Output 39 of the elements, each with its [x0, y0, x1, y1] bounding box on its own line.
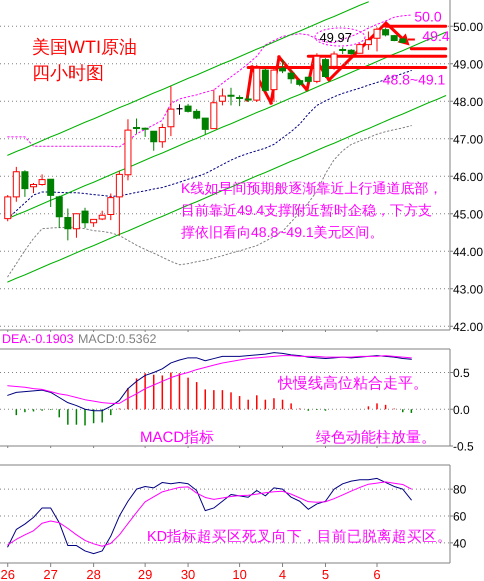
y-tick-label: 47.00 [453, 132, 484, 146]
x-tick-label: 4 [278, 567, 286, 581]
y-tick-label: 42.00 [453, 320, 484, 334]
y-tick-label: 40 [453, 536, 467, 550]
y-tick-label: 43.00 [453, 282, 484, 296]
x-tick-label: 27 [43, 567, 58, 581]
y-tick-label: 46.00 [453, 170, 484, 184]
annotation: 快慢线高位粘合走平。 [277, 375, 428, 392]
y-tick-label: 50.00 [453, 20, 484, 34]
x-tick-label: 5 [322, 567, 330, 581]
x-tick-label: 26 [0, 567, 15, 581]
y-tick-label: 60 [453, 510, 467, 524]
x-tick-label: 10 [232, 567, 247, 581]
y-tick-label: 48.00 [453, 94, 484, 109]
line-series [7, 1, 369, 156]
annotation: 50.0 [414, 8, 442, 24]
annotation: KD指标超买区死叉向下，目前已脱离超买区。 [147, 528, 452, 545]
annotation: 绿色动能柱放量。 [316, 429, 436, 446]
text: MACD:0.5362 [78, 332, 157, 346]
x-tick-label: 6 [373, 567, 381, 581]
y-tick-label: 0.0 [453, 402, 470, 417]
text: 四小时图 [32, 63, 104, 83]
x-tick-label: 30 [180, 567, 196, 581]
annotation: 49.97 [319, 30, 352, 45]
y-tick-label: 44.00 [453, 244, 484, 259]
annotation: MACD指标 [140, 429, 214, 446]
line-series [7, 95, 446, 282]
line-series [7, 352, 412, 412]
y-tick-label: -0.5 [453, 440, 474, 454]
x-tick-label: 29 [138, 567, 152, 581]
y-tick-label: 0.5 [453, 366, 470, 380]
line-series [7, 355, 412, 404]
text: DEA:-0.1903 [2, 332, 74, 346]
x-tick-label: 28 [86, 567, 101, 581]
annotation: 48.8~49.1 [382, 72, 446, 88]
text: 美国WTI原油 [32, 37, 137, 57]
y-tick-label: 49.00 [453, 57, 484, 72]
y-tick-label: 80 [453, 482, 467, 497]
y-tick-label: 45.00 [453, 207, 484, 222]
